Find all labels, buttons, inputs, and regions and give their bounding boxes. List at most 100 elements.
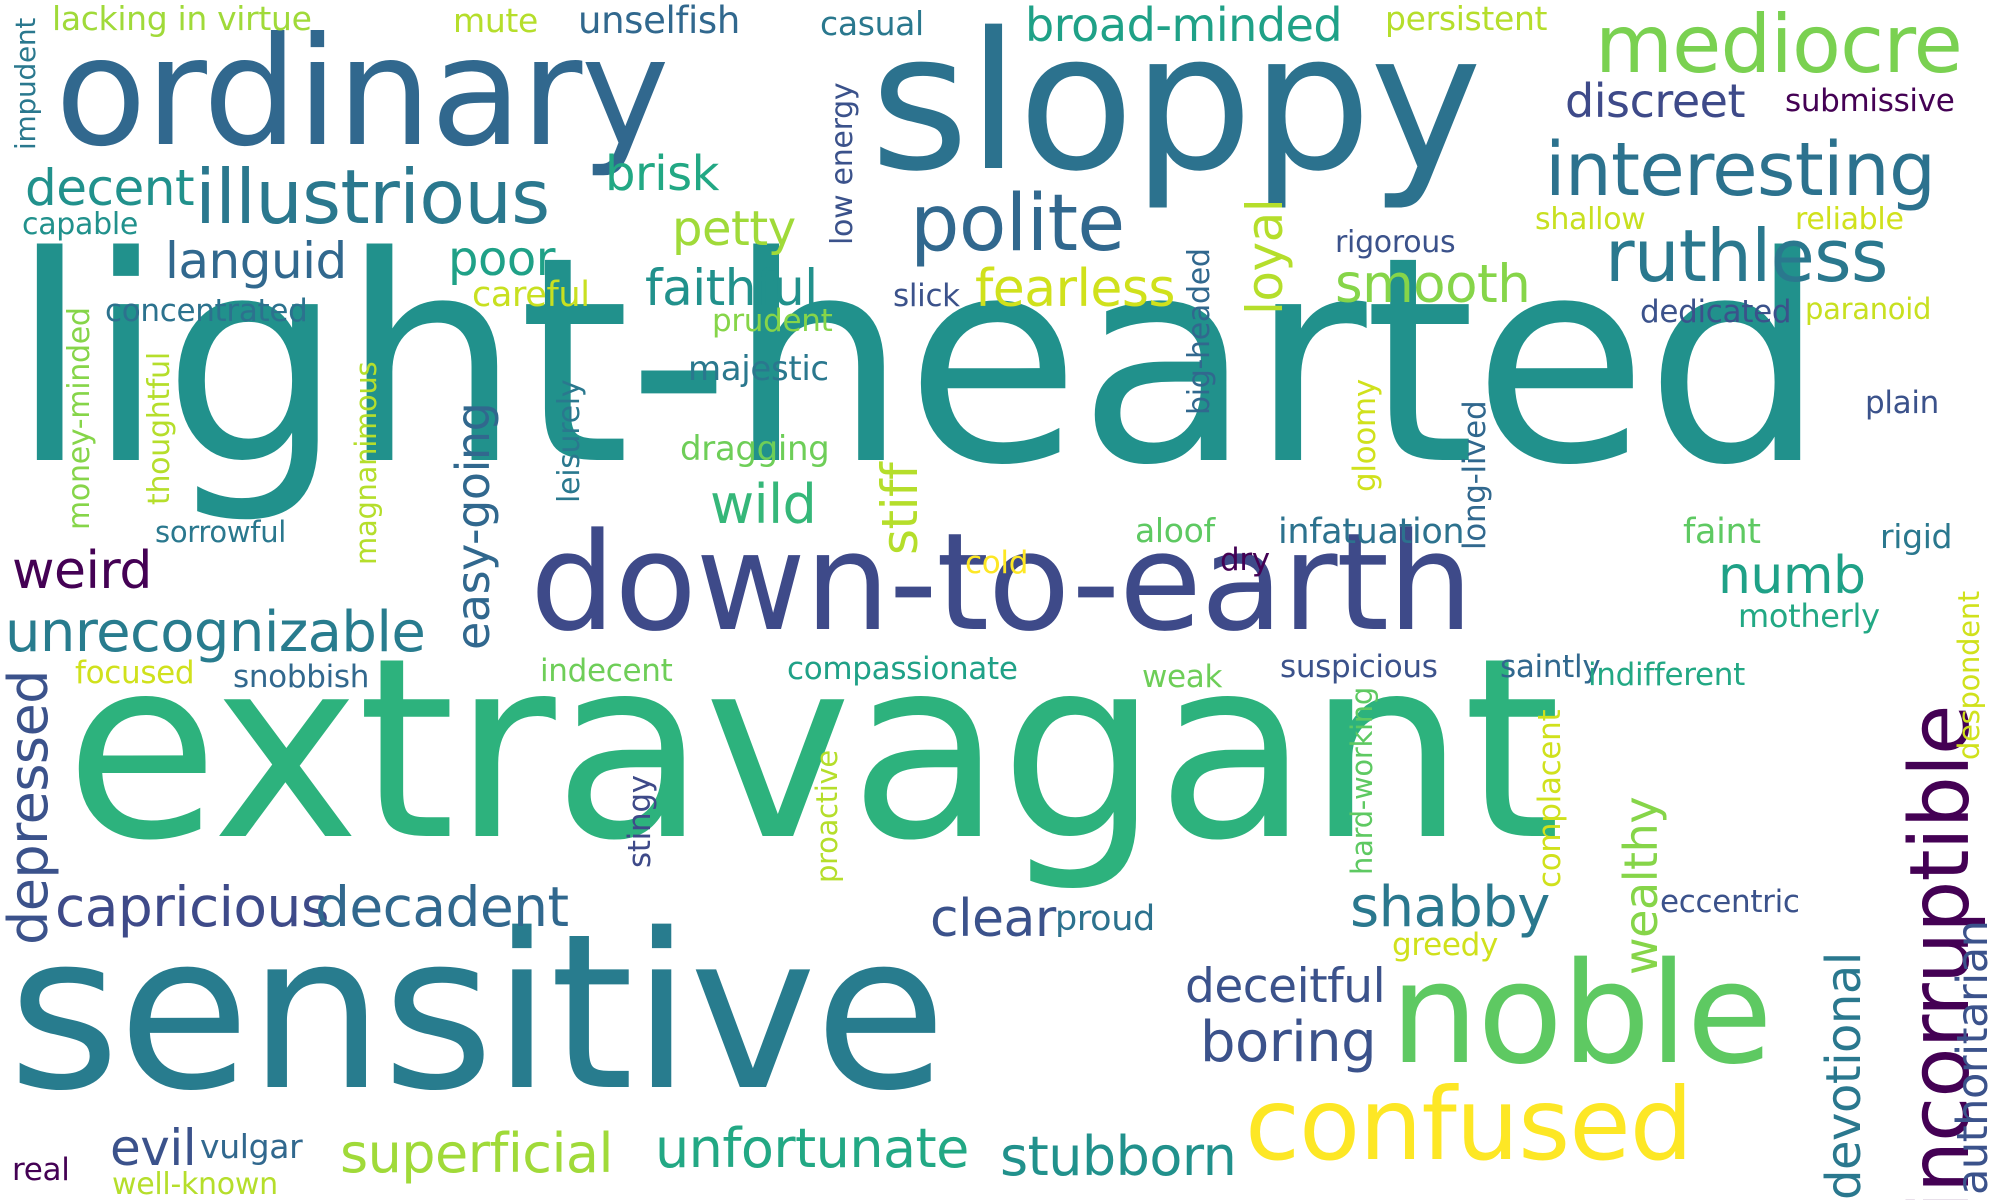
word-submissive: submissive: [1785, 83, 1955, 119]
word-devotional: devotional: [1816, 952, 1872, 1200]
word-careful: careful: [472, 275, 590, 315]
word-rigorous: rigorous: [1335, 225, 1456, 260]
word-sensitive: sensitive: [8, 887, 947, 1138]
word-low-energy: low energy: [825, 82, 860, 245]
word-snobbish: snobbish: [233, 659, 370, 695]
word-proud: proud: [1055, 899, 1155, 939]
word-weak: weak: [1142, 659, 1223, 695]
word-persistent: persistent: [1385, 0, 1548, 38]
word-authoritarian: authoritarian: [1948, 920, 1998, 1196]
word-faithful: faithful: [645, 259, 818, 317]
word-complacent: complacent: [1532, 709, 1568, 888]
word-suspicious: suspicious: [1280, 649, 1438, 685]
word-stiff: stiff: [871, 462, 929, 555]
word-real: real: [12, 1152, 70, 1188]
word-numb: numb: [1718, 546, 1866, 606]
word-plain: plain: [1865, 385, 1939, 421]
word-boring: boring: [1200, 1010, 1377, 1075]
word-fearless: fearless: [975, 259, 1176, 319]
word-lacking-in-virtue: lacking in virtue: [52, 0, 312, 38]
word-ruthless: ruthless: [1605, 214, 1888, 298]
word-indifferent: indifferent: [1588, 657, 1745, 693]
word-superficial: superficial: [340, 1122, 613, 1185]
word-concentrated: concentrated: [105, 293, 308, 329]
word-wealthy: wealthy: [1614, 796, 1668, 975]
word-thoughtful: thoughtful: [142, 352, 177, 505]
word-mediocre: mediocre: [1595, 0, 1963, 91]
word-weird: weird: [12, 541, 152, 601]
word-money-minded: money-minded: [62, 307, 97, 530]
word-decadent: decadent: [315, 875, 569, 939]
word-polite: polite: [910, 179, 1125, 269]
word-clear: clear: [930, 889, 1056, 949]
word-majestic: majestic: [688, 349, 829, 389]
word-petty: petty: [672, 201, 796, 257]
word-wild: wild: [710, 473, 817, 536]
word-hard-working: hard-working: [1345, 687, 1379, 875]
word-gloomy: gloomy: [1347, 379, 1383, 492]
word-motherly: motherly: [1738, 597, 1880, 635]
word-proactive: proactive: [810, 750, 844, 883]
word-compassionate: compassionate: [787, 651, 1018, 687]
word-interesting: interesting: [1545, 127, 1936, 213]
word-discreet: discreet: [1565, 74, 1746, 128]
word-reliable: reliable: [1795, 202, 1904, 237]
word-shabby: shabby: [1350, 875, 1550, 940]
word-unfortunate: unfortunate: [655, 1117, 969, 1180]
word-rigid: rigid: [1880, 517, 1953, 556]
word-long-lived: long-lived: [1457, 400, 1493, 550]
word-leisurely: leisurely: [552, 379, 587, 503]
word-noble: noble: [1390, 933, 1773, 1096]
word-saintly: saintly: [1500, 649, 1601, 685]
word-down-to-earth: down-to-earth: [530, 504, 1473, 661]
word-unselfish: unselfish: [578, 0, 740, 42]
word-broad-minded: broad-minded: [1025, 0, 1343, 52]
word-deceitful: deceitful: [1185, 959, 1386, 1014]
word-dedicated: dedicated: [1640, 294, 1792, 330]
word-casual: casual: [820, 4, 924, 43]
word-sorrowful: sorrowful: [155, 515, 287, 549]
word-evil: evil: [110, 1119, 197, 1177]
word-prudent: prudent: [712, 303, 833, 339]
word-eccentric: eccentric: [1660, 884, 1800, 920]
word-focused: focused: [75, 655, 195, 691]
word-light-hearted: light-hearted: [10, 196, 1826, 528]
word-indecent: indecent: [540, 653, 673, 689]
word-decent: decent: [25, 159, 195, 217]
word-sloppy: sloppy: [870, 0, 1482, 213]
word-big-headed: big-headed: [1182, 248, 1217, 415]
word-faint: faint: [1683, 512, 1761, 552]
word-shallow: shallow: [1535, 202, 1646, 237]
word-poor: poor: [448, 231, 556, 287]
word-ordinary: ordinary: [55, 6, 670, 180]
word-greedy: greedy: [1392, 927, 1499, 963]
word-unrecognizable: unrecognizable: [5, 600, 426, 665]
word-infatuation: infatuation: [1278, 512, 1465, 552]
word-confused: confused: [1245, 1066, 1693, 1183]
word-stubborn: stubborn: [1000, 1125, 1237, 1188]
word-stingy: stingy: [622, 775, 658, 868]
word-dry: dry: [1220, 542, 1270, 578]
word-extravagant: extravagant: [65, 604, 1561, 895]
word-capricious: capricious: [55, 875, 329, 939]
word-impudent: impudent: [9, 17, 42, 150]
word-slick: slick: [893, 278, 960, 314]
word-illustrious: illustrious: [195, 153, 550, 241]
word-easy-going: easy-going: [446, 402, 500, 650]
word-capable: capable: [22, 207, 139, 242]
word-smooth: smooth: [1335, 254, 1531, 315]
word-aloof: aloof: [1135, 511, 1215, 550]
word-dragging: dragging: [680, 429, 830, 469]
word-depressed: depressed: [0, 670, 60, 945]
word-paranoid: paranoid: [1805, 292, 1932, 326]
word-loyal: loyal: [1236, 198, 1294, 315]
word-brisk: brisk: [605, 146, 719, 202]
word-magnanimous: magnanimous: [349, 361, 383, 565]
word-despondent: despondent: [1952, 591, 1986, 760]
word-languid: languid: [165, 232, 347, 290]
word-mute: mute: [453, 1, 538, 40]
word-vulgar: vulgar: [200, 1127, 303, 1166]
word-cold: cold: [965, 545, 1029, 581]
word-well-known: well-known: [112, 1167, 278, 1200]
